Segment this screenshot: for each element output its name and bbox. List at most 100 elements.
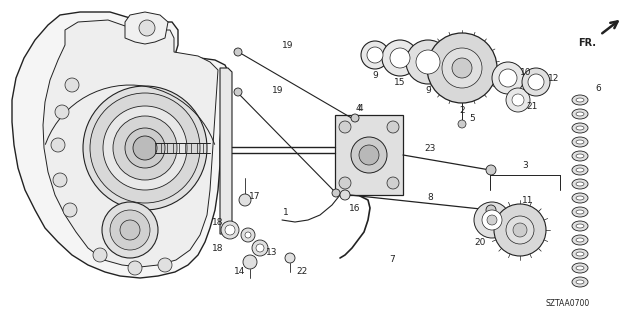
Text: 7: 7 xyxy=(389,255,395,265)
Circle shape xyxy=(458,120,466,128)
Circle shape xyxy=(133,136,157,160)
Circle shape xyxy=(367,47,383,63)
Bar xyxy=(335,115,403,195)
Circle shape xyxy=(506,216,534,244)
Text: 17: 17 xyxy=(249,191,260,201)
Text: 9: 9 xyxy=(425,85,431,94)
Circle shape xyxy=(387,121,399,133)
Ellipse shape xyxy=(572,263,588,273)
Circle shape xyxy=(340,190,350,200)
Polygon shape xyxy=(12,12,230,278)
Circle shape xyxy=(55,105,69,119)
Text: 19: 19 xyxy=(282,41,294,50)
Circle shape xyxy=(125,128,165,168)
Ellipse shape xyxy=(576,196,584,200)
Circle shape xyxy=(139,20,155,36)
Ellipse shape xyxy=(576,126,584,130)
Text: 4: 4 xyxy=(355,103,361,113)
Circle shape xyxy=(241,228,255,242)
Circle shape xyxy=(499,69,517,87)
Text: 22: 22 xyxy=(296,268,308,276)
Circle shape xyxy=(256,244,264,252)
Circle shape xyxy=(83,86,207,210)
Circle shape xyxy=(63,203,77,217)
Ellipse shape xyxy=(572,277,588,287)
Circle shape xyxy=(361,41,389,69)
Circle shape xyxy=(103,106,187,190)
Ellipse shape xyxy=(572,235,588,245)
Circle shape xyxy=(221,221,239,239)
Circle shape xyxy=(128,261,142,275)
Circle shape xyxy=(225,225,235,235)
Circle shape xyxy=(442,48,482,88)
Ellipse shape xyxy=(572,193,588,203)
Circle shape xyxy=(382,40,418,76)
Polygon shape xyxy=(125,12,168,44)
Text: 1: 1 xyxy=(283,207,289,217)
Ellipse shape xyxy=(576,112,584,116)
Ellipse shape xyxy=(572,221,588,231)
Ellipse shape xyxy=(572,95,588,105)
Circle shape xyxy=(482,210,502,230)
Circle shape xyxy=(234,88,242,96)
Circle shape xyxy=(252,240,268,256)
Circle shape xyxy=(243,255,257,269)
Ellipse shape xyxy=(576,224,584,228)
Circle shape xyxy=(494,204,546,256)
Ellipse shape xyxy=(572,207,588,217)
Text: 3: 3 xyxy=(522,161,528,170)
Ellipse shape xyxy=(572,165,588,175)
Circle shape xyxy=(513,223,527,237)
Polygon shape xyxy=(43,20,218,267)
Circle shape xyxy=(65,78,79,92)
Circle shape xyxy=(51,138,65,152)
Text: 11: 11 xyxy=(522,196,534,204)
Circle shape xyxy=(506,88,530,112)
Text: 19: 19 xyxy=(272,85,284,94)
Text: 4: 4 xyxy=(357,103,363,113)
Circle shape xyxy=(332,189,340,197)
Ellipse shape xyxy=(576,280,584,284)
Circle shape xyxy=(120,220,140,240)
Circle shape xyxy=(528,74,544,90)
Circle shape xyxy=(113,116,177,180)
Text: 18: 18 xyxy=(212,218,224,227)
Text: 14: 14 xyxy=(234,268,246,276)
Text: 12: 12 xyxy=(548,74,560,83)
Text: SZTAA0700: SZTAA0700 xyxy=(546,299,590,308)
Circle shape xyxy=(90,93,200,203)
Text: 23: 23 xyxy=(424,143,436,153)
Ellipse shape xyxy=(572,179,588,189)
Ellipse shape xyxy=(576,266,584,270)
Text: 13: 13 xyxy=(266,247,278,257)
Ellipse shape xyxy=(576,182,584,186)
Ellipse shape xyxy=(572,249,588,259)
Circle shape xyxy=(285,253,295,263)
Ellipse shape xyxy=(572,109,588,119)
Circle shape xyxy=(522,68,550,96)
Text: 16: 16 xyxy=(349,204,361,212)
Text: 20: 20 xyxy=(474,237,486,246)
Text: 15: 15 xyxy=(394,77,406,86)
Text: 21: 21 xyxy=(526,101,538,110)
Text: 18: 18 xyxy=(212,244,224,252)
Circle shape xyxy=(474,202,510,238)
Text: 6: 6 xyxy=(595,84,601,92)
Circle shape xyxy=(427,33,497,103)
Circle shape xyxy=(351,114,359,122)
Circle shape xyxy=(245,232,251,238)
Circle shape xyxy=(492,62,524,94)
Ellipse shape xyxy=(576,140,584,144)
Circle shape xyxy=(110,210,150,250)
Circle shape xyxy=(102,202,158,258)
Circle shape xyxy=(387,177,399,189)
Circle shape xyxy=(53,173,67,187)
Ellipse shape xyxy=(572,123,588,133)
Circle shape xyxy=(487,215,497,225)
Circle shape xyxy=(512,94,524,106)
Ellipse shape xyxy=(576,168,584,172)
Text: FR.: FR. xyxy=(578,38,596,48)
Circle shape xyxy=(93,248,107,262)
Ellipse shape xyxy=(576,238,584,242)
Circle shape xyxy=(339,121,351,133)
